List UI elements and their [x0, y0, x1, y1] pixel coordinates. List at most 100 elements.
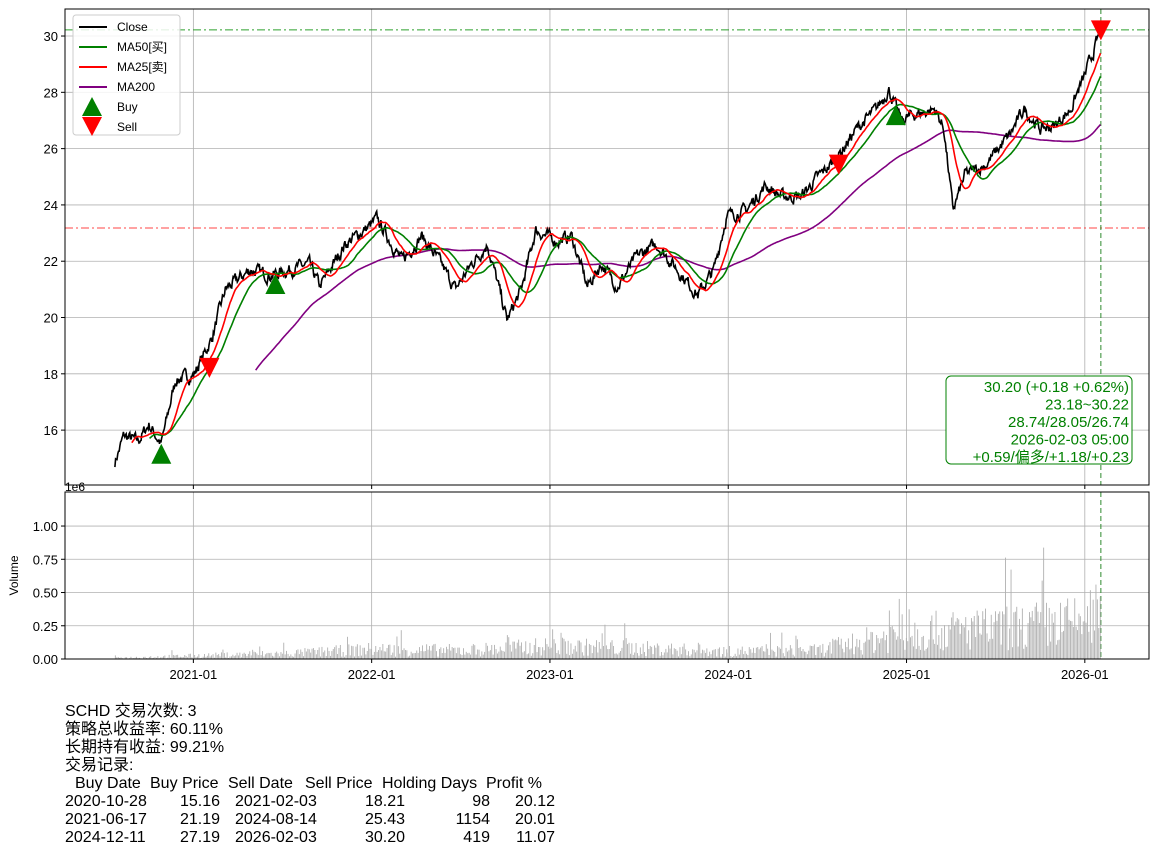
volume-bar	[1048, 607, 1050, 659]
volume-bar	[1005, 557, 1006, 659]
volume-bar	[1095, 584, 1097, 659]
volume-bar	[156, 657, 157, 659]
volume-bar	[311, 648, 313, 659]
volume-bar	[202, 656, 204, 659]
volume-bar	[397, 646, 399, 659]
volume-bar	[729, 646, 730, 659]
volume-bar	[949, 629, 951, 659]
volume-bar	[348, 644, 350, 659]
volume-bar	[119, 657, 121, 659]
volume-bar	[828, 645, 829, 659]
volume-bar	[625, 638, 627, 659]
volume-bar	[898, 598, 900, 659]
volume-bar	[774, 651, 776, 659]
volume-bar	[307, 648, 309, 659]
volume-bar	[979, 633, 981, 659]
volume-bar	[407, 656, 409, 659]
volume-bar	[413, 653, 415, 659]
volume-bar	[771, 649, 773, 659]
volume-bar	[894, 632, 896, 659]
volume-bar	[375, 646, 377, 659]
volume-bar	[301, 651, 303, 659]
volume-bar	[976, 610, 978, 659]
volume-bar	[543, 650, 545, 659]
volume-bar	[666, 652, 668, 659]
volume-bar	[877, 638, 879, 659]
volume-bar	[487, 645, 488, 659]
volume-bar	[693, 649, 695, 659]
volume-bar	[182, 657, 184, 659]
table-cell: 20.12	[514, 793, 555, 810]
volume-bar	[296, 650, 297, 659]
volume-bar	[683, 643, 685, 659]
volume-bar	[896, 639, 897, 659]
volume-bar	[174, 655, 176, 659]
trade-markers	[151, 20, 1111, 464]
table-cell: 2026-02-03	[235, 829, 317, 846]
volume-bar	[770, 632, 771, 659]
volume-bar	[154, 657, 156, 659]
volume-bar	[1023, 648, 1025, 659]
volume-bar	[1096, 599, 1098, 659]
volume-bar	[454, 647, 456, 659]
volume-bar	[482, 654, 484, 659]
volume-bar	[577, 640, 579, 659]
volume-bar	[513, 641, 515, 659]
volume-bar	[634, 652, 636, 659]
volume-bar	[215, 652, 217, 659]
volume-bar	[272, 655, 273, 659]
volume-bar	[910, 637, 911, 659]
table-row: 2021-06-17 21.19 2024-08-14 25.43 1154 20.01	[65, 810, 685, 828]
volume-bar	[874, 650, 876, 659]
volume-bar	[1040, 612, 1042, 659]
volume-bar	[161, 657, 163, 659]
volume-bar	[505, 642, 507, 659]
volume-bar	[679, 647, 681, 659]
volume-bar	[839, 644, 841, 659]
table-cell: 21.19	[179, 811, 220, 828]
volume-bar	[737, 648, 739, 659]
volume-bar	[724, 656, 726, 659]
table-cell: 15.16	[179, 793, 220, 810]
volume-bar	[775, 656, 777, 659]
volume-bar	[365, 654, 367, 659]
close-line	[114, 30, 1102, 468]
volume-bar	[450, 650, 452, 659]
volume-bar	[380, 650, 382, 659]
volume-bar	[252, 649, 254, 659]
volume-bar	[116, 657, 118, 659]
volume-bar	[395, 656, 396, 659]
volume-bar	[1020, 629, 1022, 659]
volume-bar	[992, 638, 994, 659]
volume-bar	[685, 649, 687, 659]
volume-bar	[594, 647, 596, 659]
volume-axis-label: Volume	[7, 555, 21, 595]
volume-tick-label: 0.50	[33, 586, 58, 601]
volume-bar	[809, 645, 811, 659]
volume-bar	[552, 629, 554, 659]
volume-bar	[835, 639, 837, 659]
volume-bar	[866, 627, 868, 659]
volume-bar	[231, 656, 232, 659]
annotation-line: 28.74/28.05/26.74	[1008, 414, 1129, 431]
volume-bar	[604, 624, 606, 659]
volume-bar	[337, 654, 338, 659]
volume-bar	[990, 614, 992, 659]
volume-bar	[430, 650, 432, 659]
volume-bar	[315, 654, 317, 659]
volume-bar	[330, 655, 331, 659]
table-header-cell: Sell Date	[228, 775, 293, 792]
volume-bar	[120, 657, 122, 659]
volume-bar	[781, 632, 783, 659]
volume-bar	[710, 654, 712, 659]
volume-bar	[808, 650, 810, 659]
volume-bar	[798, 648, 800, 659]
volume-bar	[264, 654, 266, 659]
volume-bar	[273, 656, 275, 659]
volume-bar	[989, 638, 991, 659]
volume-bar	[458, 647, 460, 659]
volume-bar	[139, 657, 140, 659]
volume-bar	[247, 653, 249, 659]
volume-bar	[347, 636, 348, 659]
volume-bar	[518, 639, 520, 659]
